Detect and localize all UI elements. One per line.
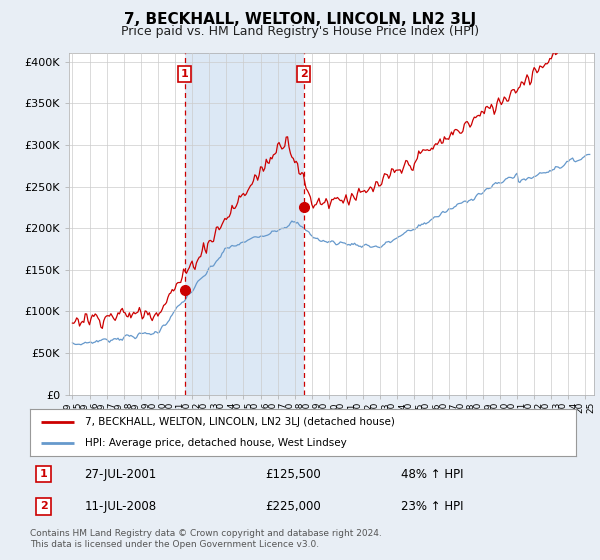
Text: Price paid vs. HM Land Registry's House Price Index (HPI): Price paid vs. HM Land Registry's House … (121, 25, 479, 38)
Text: Contains HM Land Registry data © Crown copyright and database right 2024.
This d: Contains HM Land Registry data © Crown c… (30, 529, 382, 549)
Text: HPI: Average price, detached house, West Lindsey: HPI: Average price, detached house, West… (85, 438, 346, 448)
Text: 7, BECKHALL, WELTON, LINCOLN, LN2 3LJ: 7, BECKHALL, WELTON, LINCOLN, LN2 3LJ (124, 12, 476, 27)
Text: 7, BECKHALL, WELTON, LINCOLN, LN2 3LJ (detached house): 7, BECKHALL, WELTON, LINCOLN, LN2 3LJ (d… (85, 417, 394, 427)
Text: 2: 2 (40, 501, 47, 511)
Text: 1: 1 (40, 469, 47, 479)
Text: £125,500: £125,500 (265, 468, 320, 480)
Text: £225,000: £225,000 (265, 500, 320, 513)
Text: 1: 1 (181, 69, 188, 79)
Text: 11-JUL-2008: 11-JUL-2008 (85, 500, 157, 513)
Text: 23% ↑ HPI: 23% ↑ HPI (401, 500, 464, 513)
Text: 48% ↑ HPI: 48% ↑ HPI (401, 468, 464, 480)
Bar (185, 53, 304, 395)
Text: 27-JUL-2001: 27-JUL-2001 (85, 468, 157, 480)
Text: 2: 2 (300, 69, 308, 79)
